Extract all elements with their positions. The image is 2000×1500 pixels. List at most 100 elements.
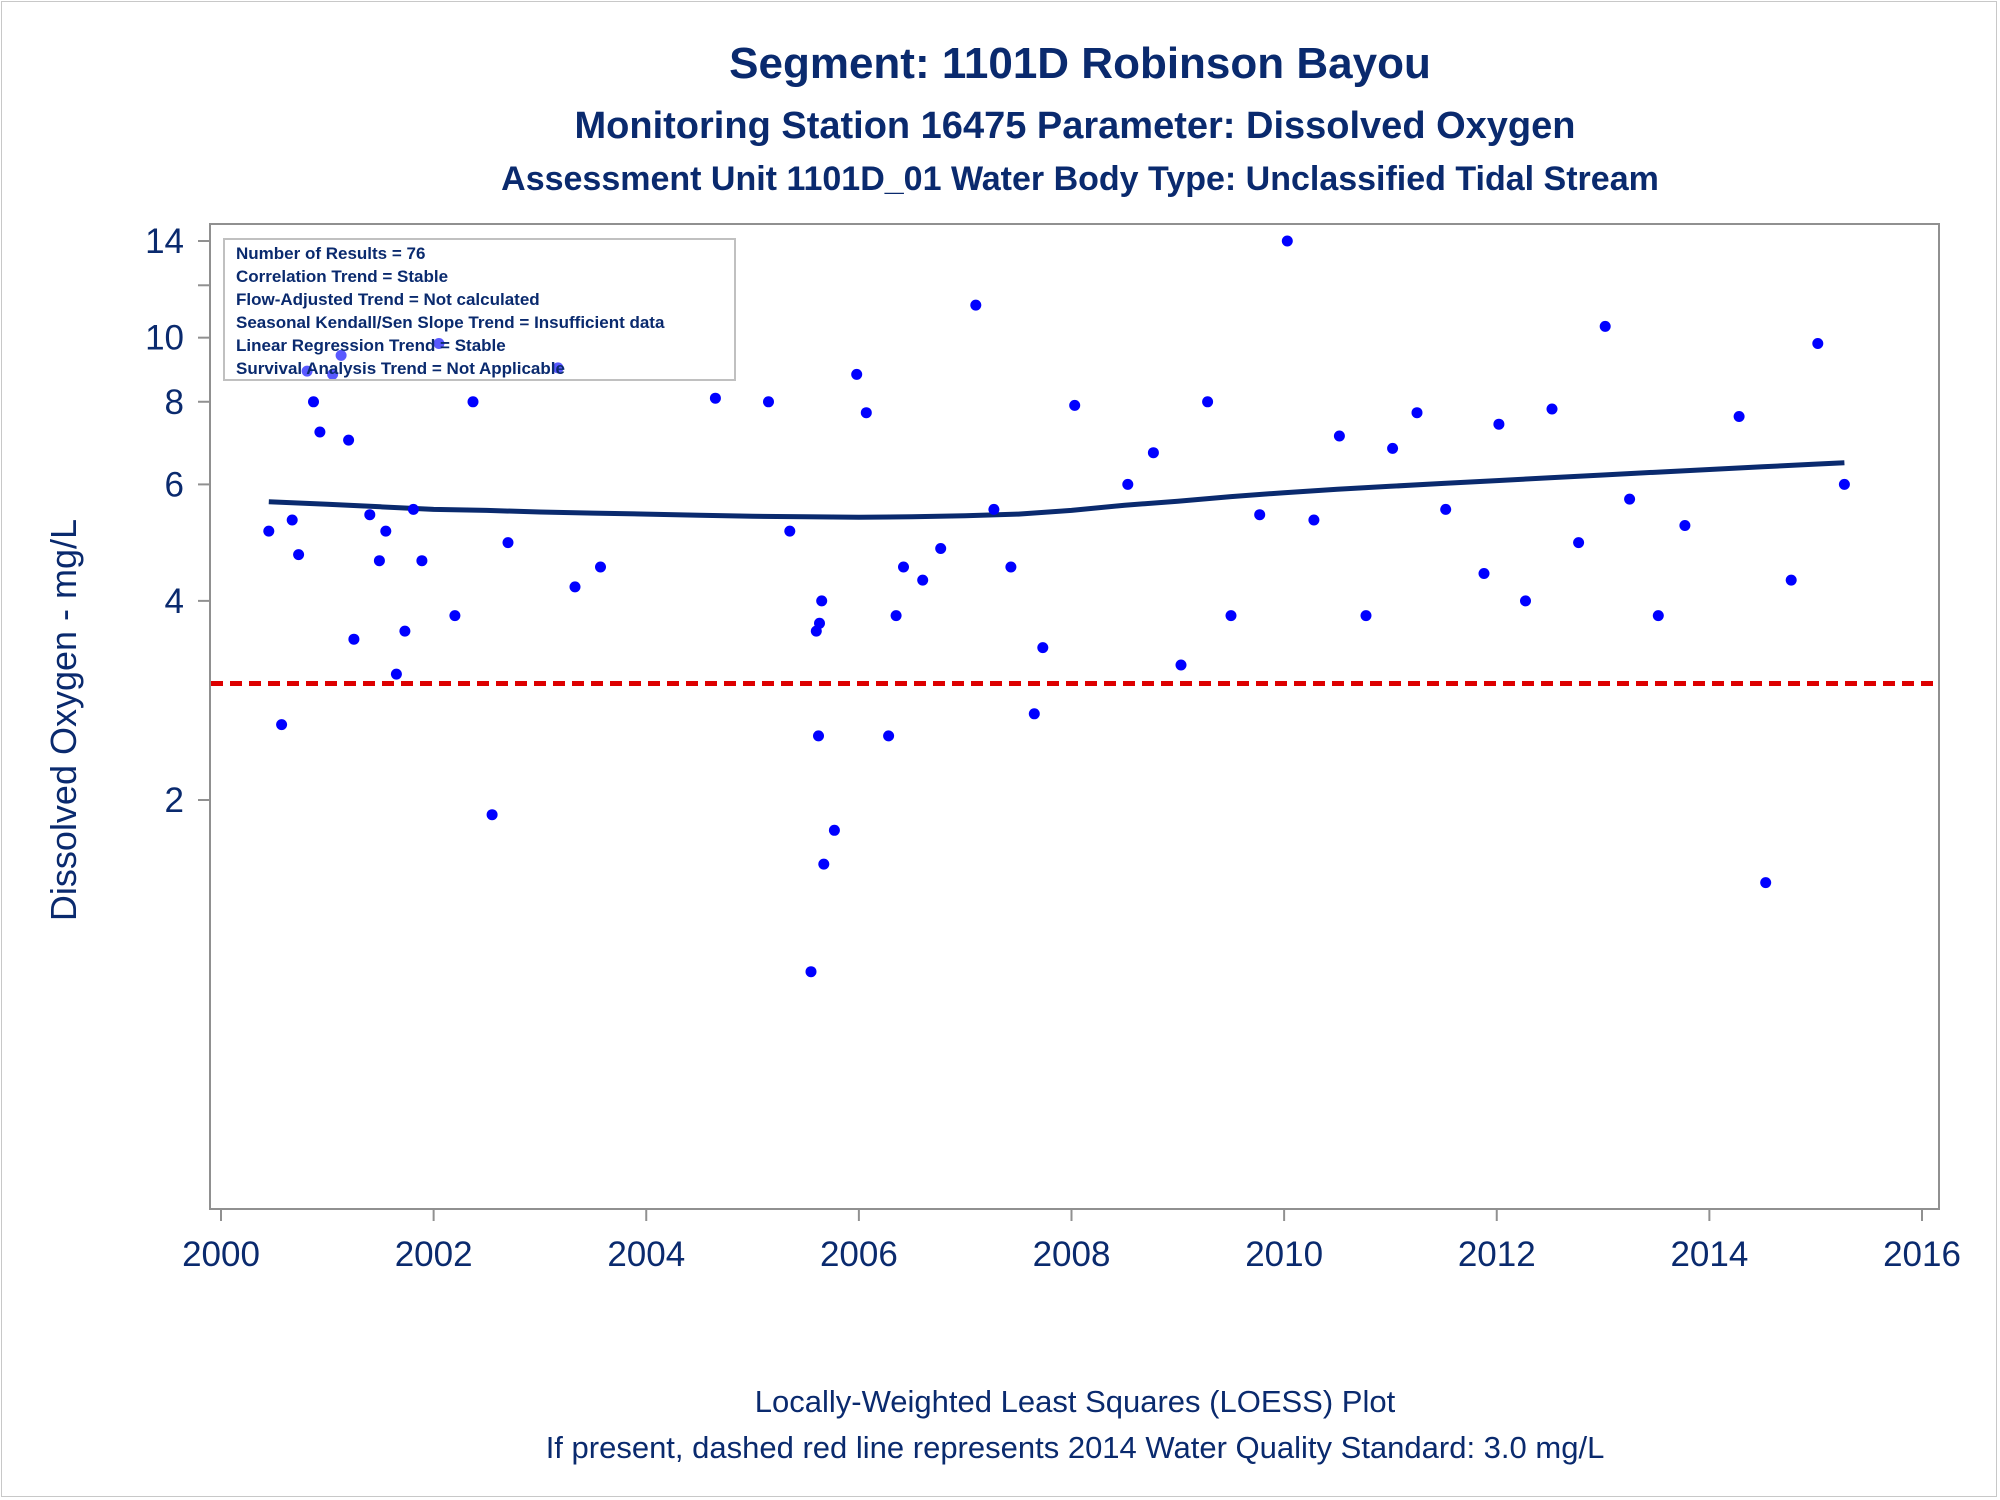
data-point (1440, 503, 1452, 515)
data-point (467, 396, 479, 408)
y-tick-label: 6 (165, 465, 184, 504)
data-point (399, 625, 411, 637)
data-point (890, 610, 902, 622)
stats-line: Flow-Adjusted Trend = Not calculated (236, 290, 540, 309)
data-point (1411, 407, 1423, 419)
data-point (449, 610, 461, 622)
data-point (380, 525, 392, 537)
data-point (1028, 708, 1040, 720)
data-point (1333, 430, 1345, 442)
data-point (814, 617, 825, 629)
data-point (860, 407, 872, 419)
data-point (286, 514, 298, 526)
data-point (1785, 574, 1797, 586)
data-point (805, 966, 817, 978)
chart-subtitle-2: Assessment Unit 1101D_01 Water Body Type… (501, 160, 1659, 198)
x-tick-label: 2010 (1245, 1235, 1323, 1274)
x-tick-label: 2000 (182, 1235, 260, 1274)
data-point (898, 561, 909, 573)
data-point (1147, 447, 1159, 459)
data-point (595, 561, 606, 573)
data-point (1624, 493, 1636, 505)
stats-line: Seasonal Kendall/Sen Slope Trend = Insuf… (236, 313, 665, 332)
data-point (851, 368, 863, 380)
plot-area (209, 223, 1940, 1210)
data-point (1599, 320, 1611, 332)
data-point (813, 730, 824, 742)
footnote-1: Locally-Weighted Least Squares (LOESS) P… (755, 1384, 1396, 1419)
data-point (314, 426, 326, 438)
y-axis: 2 4 6 8 10 14 (145, 222, 210, 820)
y-tick-label: 8 (165, 383, 184, 422)
data-point (263, 525, 275, 537)
stats-box: Number of Results = 76 Correlation Trend… (223, 238, 736, 381)
data-point (373, 555, 385, 567)
data-point (1037, 642, 1049, 654)
y-tick-label: 4 (165, 582, 184, 621)
data-point (1679, 520, 1691, 531)
stats-line: Survival Analysis Trend = Not Applicable (236, 359, 565, 378)
data-point (763, 396, 774, 408)
chart-title: Segment: 1101D Robinson Bayou (729, 39, 1431, 88)
data-point (1838, 478, 1850, 490)
x-tick-label: 2012 (1458, 1235, 1536, 1274)
data-point (883, 730, 895, 742)
data-point (308, 396, 319, 408)
chart-subtitle: Monitoring Station 16475 Parameter: Diss… (575, 105, 1576, 147)
footnote-2: If present, dashed red line represents 2… (546, 1430, 1605, 1465)
data-point (1005, 561, 1017, 573)
stats-box-border (223, 238, 736, 381)
data-point (552, 362, 564, 374)
data-point (502, 537, 514, 549)
data-point (293, 549, 305, 561)
data-point (818, 858, 830, 870)
data-point (917, 574, 929, 586)
data-point (1387, 442, 1399, 454)
data-point (433, 338, 445, 349)
data-point (816, 595, 828, 607)
data-point (1573, 537, 1585, 549)
data-point (407, 503, 419, 515)
x-axis: 2000 2002 2004 2006 2008 2010 2012 2014 2016 (182, 1209, 1961, 1274)
data-point (1254, 509, 1266, 521)
x-tick-label: 2002 (395, 1235, 473, 1274)
data-point (1308, 514, 1320, 526)
stats-line: Correlation Trend = Stable (236, 267, 448, 286)
data-point (1478, 568, 1490, 579)
data-point (1520, 595, 1531, 607)
y-tick-label: 2 (165, 781, 184, 820)
data-point (1281, 235, 1293, 247)
data-point (1652, 610, 1664, 622)
y-axis-label: Dissolved Oxygen - mg/L (43, 519, 84, 921)
data-point (486, 809, 498, 821)
data-point (1760, 877, 1772, 889)
data-point (1812, 338, 1824, 349)
stats-line: Number of Results = 76 (236, 244, 425, 263)
data-point (1733, 411, 1745, 422)
data-point (569, 581, 581, 593)
data-point (1175, 659, 1187, 671)
data-point (1225, 610, 1237, 622)
data-point (416, 555, 428, 567)
data-point (348, 633, 360, 645)
data-point (828, 824, 840, 836)
data-point (1069, 399, 1081, 411)
stats-line: Linear Regression Trend = Stable (236, 336, 506, 355)
x-tick-label: 2016 (1883, 1235, 1961, 1274)
x-tick-label: 2006 (820, 1235, 898, 1274)
x-tick-label: 2004 (607, 1235, 685, 1274)
y-tick-label: 10 (145, 319, 184, 358)
data-point (970, 299, 982, 311)
data-point (784, 525, 796, 537)
data-point (935, 543, 947, 554)
y-tick-label: 14 (145, 222, 184, 261)
data-point (988, 503, 1000, 515)
data-point (327, 368, 339, 380)
data-point (276, 719, 288, 731)
data-point (1493, 418, 1505, 430)
data-point (343, 434, 355, 446)
data-point (1122, 478, 1134, 490)
data-point (709, 392, 721, 404)
